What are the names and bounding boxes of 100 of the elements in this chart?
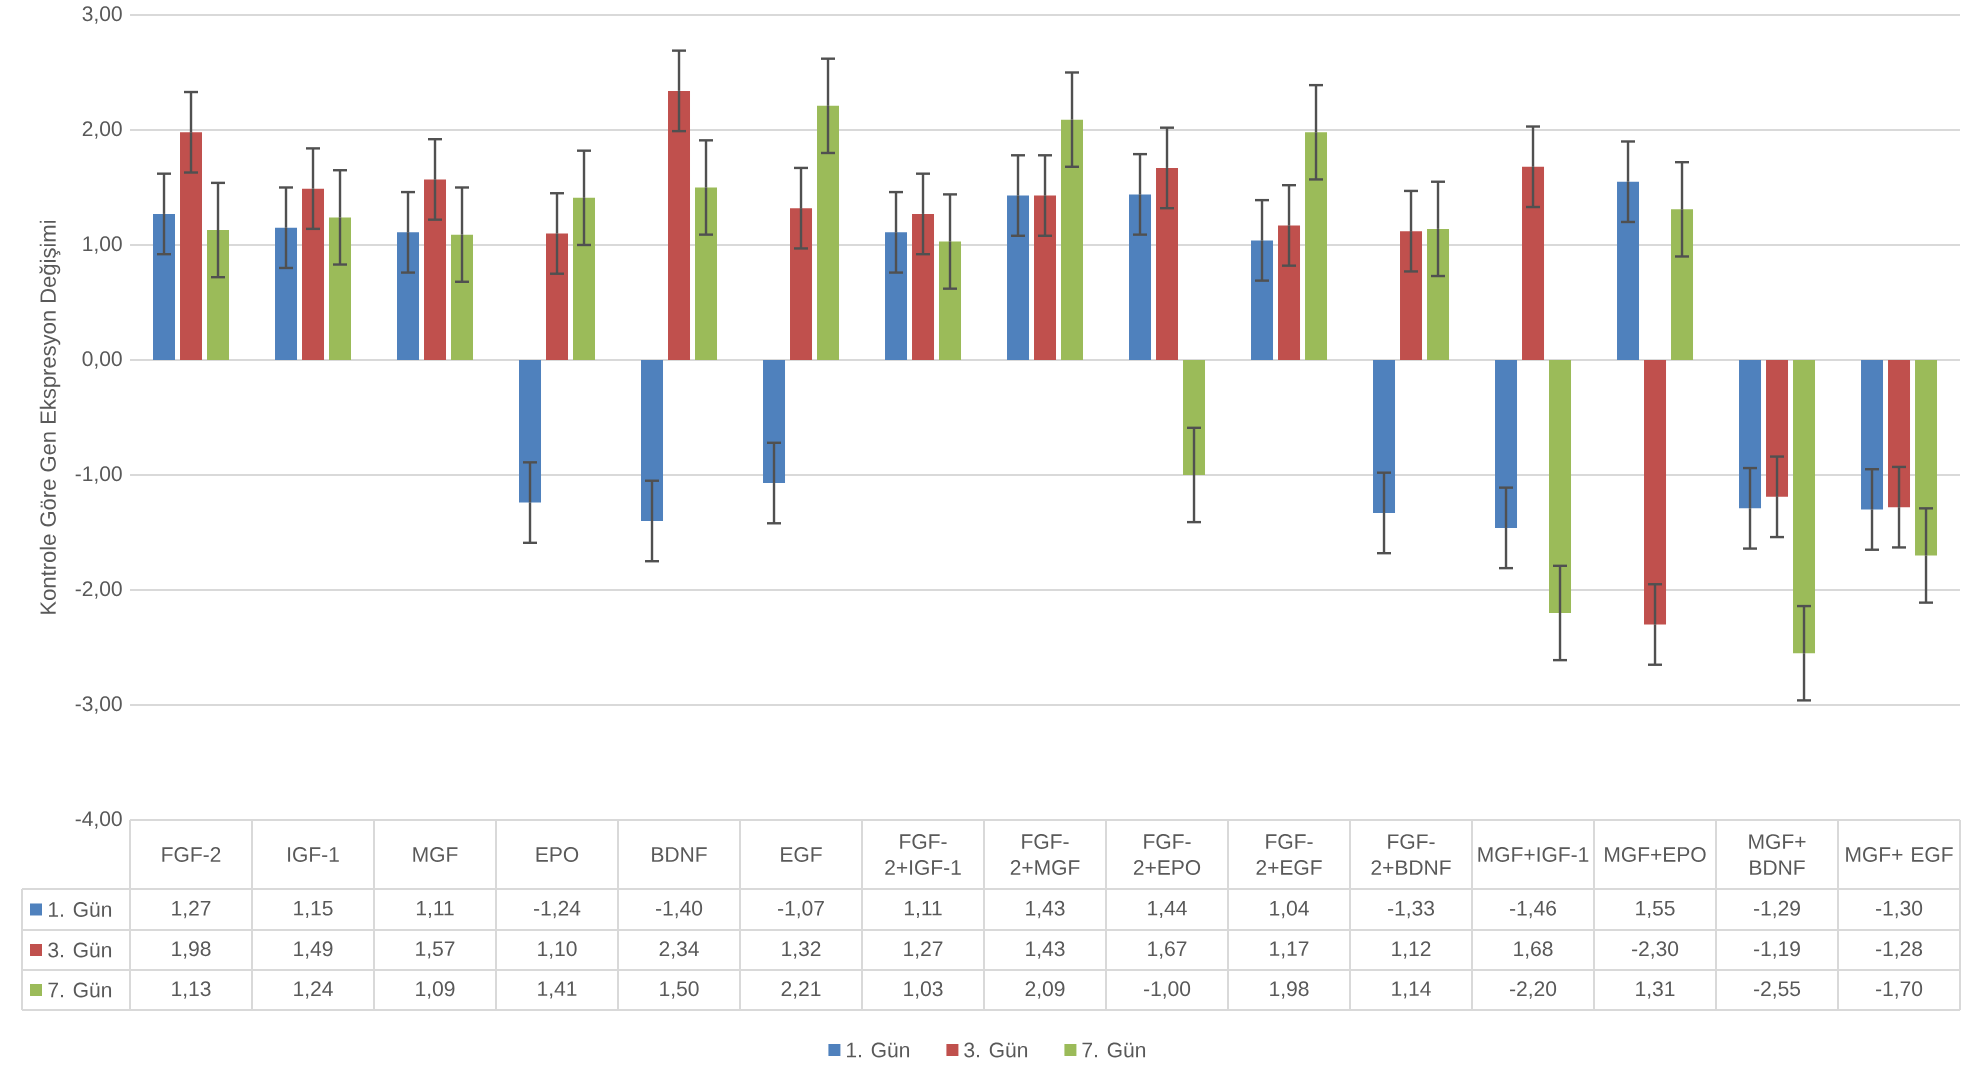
data-label: 1,68 <box>1514 941 1553 959</box>
x-tick-label: MGF+ BDNF <box>1749 834 1806 875</box>
x-tick-label: MGF+IGF-1 <box>1478 847 1589 862</box>
bar <box>763 359 786 484</box>
data-label: 1,98 <box>1270 981 1309 999</box>
bar <box>817 105 840 360</box>
bar <box>1034 195 1057 360</box>
bar <box>1861 359 1884 510</box>
text: 7. Gün <box>1082 1042 1146 1058</box>
data-label: 1,27 <box>904 941 943 959</box>
bar <box>1888 359 1911 508</box>
x-tick-label: FGF-2+BDNF <box>1371 834 1451 875</box>
data-label: -2,55 <box>1754 981 1801 999</box>
y-tick-label: 3,00 <box>82 6 122 24</box>
bar <box>668 90 691 360</box>
data-label: -1,40 <box>656 900 703 919</box>
bar <box>546 233 569 360</box>
data-label: -1,70 <box>1876 981 1923 999</box>
data-label: 1,44 <box>1148 900 1187 919</box>
x-tick-label: FGF-2+MGF <box>1010 834 1080 875</box>
bar <box>1427 228 1450 360</box>
bar <box>912 213 935 360</box>
text: 1. Gün <box>847 1042 910 1058</box>
data-label: -1,46 <box>1510 900 1557 919</box>
data-label: 1,31 <box>1636 981 1675 999</box>
x-tick-label: FGF-2+IGF-1 <box>885 834 961 875</box>
data-label: -1,28 <box>1876 941 1923 959</box>
x-tick-label: MGF <box>413 847 458 862</box>
data-label: 1,14 <box>1392 981 1431 999</box>
bar <box>1793 359 1816 654</box>
y-tick-label: 0,00 <box>82 351 122 369</box>
legend-label: 7. Gün <box>48 982 112 998</box>
y-tick-label: 1,00 <box>83 236 122 254</box>
data-label: 1,04 <box>1270 900 1309 919</box>
legend-label: 3. Gün <box>48 942 112 958</box>
data-label: 1,15 <box>294 900 333 919</box>
legend-label: 1. Gün <box>49 902 112 917</box>
y-tick-label: 2,00 <box>82 121 122 139</box>
data-label: -2,30 <box>1632 941 1679 959</box>
bar <box>695 187 718 360</box>
x-tick-label: FGF-2+EGF <box>1256 834 1322 875</box>
bar <box>1617 181 1640 360</box>
bar <box>1183 359 1206 475</box>
data-label: -2,20 <box>1510 981 1557 999</box>
data-label: 1,11 <box>904 900 942 919</box>
bar <box>1251 240 1274 360</box>
bar <box>1495 359 1518 528</box>
x-tick-label: MGF+EPO <box>1605 847 1706 862</box>
bar <box>207 230 230 360</box>
bar <box>1400 231 1423 360</box>
y-axis-title: Kontrole Göre Gen Ekspresyon Değişimi <box>39 220 61 614</box>
bar <box>1766 359 1789 497</box>
y-tick-label: -1,00 <box>75 466 122 484</box>
x-tick-label: IGF-1 <box>288 847 339 862</box>
data-label: 1,98 <box>172 941 211 959</box>
bar <box>1522 166 1545 360</box>
text: 3. Gün <box>964 1042 1028 1058</box>
data-label: 1,67 <box>1148 941 1187 959</box>
x-tick-label: FGF-2 <box>162 847 221 862</box>
data-label: -1,29 <box>1754 900 1800 919</box>
bar <box>1305 132 1328 360</box>
data-label: 1,27 <box>172 900 211 919</box>
data-label: 2,09 <box>1025 981 1065 999</box>
bar <box>1061 119 1084 360</box>
data-label: -1,30 <box>1876 900 1923 919</box>
bar <box>790 208 813 360</box>
bar <box>275 227 298 360</box>
x-tick-label: EPO <box>536 847 579 862</box>
bar <box>1671 209 1694 360</box>
data-label: 1,13 <box>172 981 211 999</box>
x-tick-label: BDNF <box>652 847 707 862</box>
data-label: 1,50 <box>660 981 699 999</box>
bar <box>1278 225 1301 360</box>
data-label: -1,07 <box>778 900 824 919</box>
x-tick-label: FGF-2+EPO <box>1133 834 1201 875</box>
data-label: 1,32 <box>782 941 821 959</box>
data-label: 1,24 <box>294 981 333 999</box>
bar <box>1549 359 1572 613</box>
data-label: 2,21 <box>781 981 821 999</box>
bar <box>1156 167 1179 360</box>
bar <box>885 232 908 360</box>
data-label: 1,41 <box>538 981 577 999</box>
data-label: -1,19 <box>1754 941 1800 959</box>
data-label: 1,11 <box>416 900 454 919</box>
data-label: 1,12 <box>1392 941 1431 959</box>
data-label: 1,17 <box>1270 941 1309 959</box>
bar <box>1373 359 1396 513</box>
y-tick-label: -3,00 <box>75 696 122 714</box>
data-label: 1,10 <box>538 941 577 959</box>
bar <box>451 234 474 360</box>
data-label: 1,09 <box>416 981 455 999</box>
y-tick-label: -4,00 <box>75 811 122 829</box>
data-label: 2,34 <box>659 941 699 959</box>
data-label: 1,57 <box>416 941 455 959</box>
x-tick-label: EGF <box>781 847 822 862</box>
data-label: -1,00 <box>1144 981 1191 999</box>
bar <box>397 232 420 360</box>
bar <box>424 179 447 360</box>
bar <box>329 217 352 360</box>
bar <box>1739 359 1762 509</box>
